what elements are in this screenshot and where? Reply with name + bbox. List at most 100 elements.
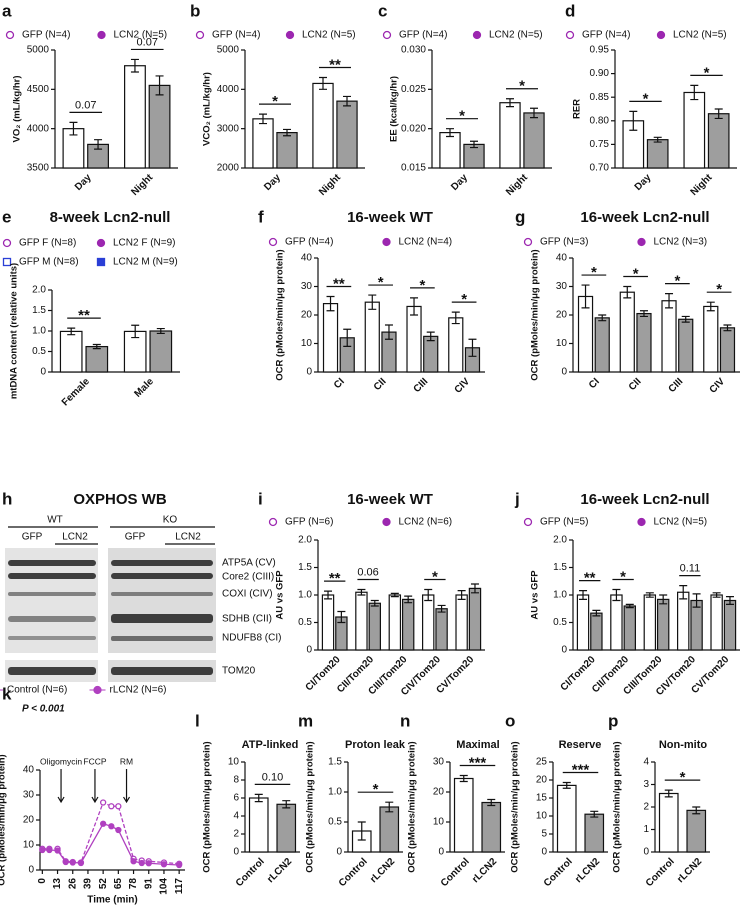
y-tick-label: 30 xyxy=(23,790,35,801)
x-tick-label: CI xyxy=(332,376,347,391)
bar xyxy=(321,594,335,651)
y-tick-label: 3 xyxy=(643,779,649,790)
error-bar xyxy=(664,789,673,798)
legend-label: GFP (N=6) xyxy=(285,517,333,528)
bar xyxy=(636,312,652,373)
x-tick-label: 65 xyxy=(113,878,124,890)
y-axis-label: VCO₂ (mL/kg/hr) xyxy=(202,72,213,146)
legend-label: LCN2 (N=5) xyxy=(114,30,168,41)
significance-label: * xyxy=(704,64,710,81)
panel: f 16-week WT GFP (N=4) LCN2 (N=4) 0 10 20 30 40 O… xyxy=(258,207,485,396)
y-tick-label: 0 xyxy=(40,367,46,378)
bar xyxy=(455,594,468,651)
bar xyxy=(149,330,173,373)
bar xyxy=(499,102,521,169)
marker xyxy=(160,861,168,868)
panel-letter: i xyxy=(258,489,263,508)
band-label: NDUFB8 (CI) xyxy=(222,633,281,644)
bar xyxy=(707,113,730,169)
y-tick-label: 0 xyxy=(306,645,312,656)
significance-label: * xyxy=(432,568,438,585)
y-tick-label: 40 xyxy=(556,253,568,264)
significance-label: * xyxy=(419,277,425,294)
error-bar xyxy=(470,140,478,149)
panel: p Non-mito 0 1 2 3 4 OCR (pMoles/min/μg protein… xyxy=(608,711,710,889)
y-tick-label: 0 xyxy=(561,645,567,656)
significance-label: 0.07 xyxy=(137,36,158,48)
panel-letter: f xyxy=(258,207,264,226)
panel-letter: o xyxy=(505,711,515,730)
y-axis-label: VO₂ (mL/kg/hr) xyxy=(12,75,23,142)
bar xyxy=(661,300,677,373)
band-label: ATP5A (CV) xyxy=(222,558,276,569)
y-tick-label: 0.5 xyxy=(328,817,342,828)
significance-label: * xyxy=(680,769,686,786)
error-bar xyxy=(714,108,723,120)
legend-label: LCN2 (N=4) xyxy=(399,237,453,248)
y-tick-label: 4 xyxy=(643,757,649,768)
error-bar xyxy=(283,128,291,137)
bar xyxy=(435,608,448,651)
significance-label: * xyxy=(620,568,626,585)
error-bar xyxy=(131,324,140,339)
significance-label: * xyxy=(643,90,649,107)
error-bar xyxy=(343,328,352,347)
annotation-arrow xyxy=(123,769,131,804)
legend-label: GFP (N=4) xyxy=(22,30,70,41)
marker xyxy=(523,517,533,527)
marker xyxy=(46,846,53,854)
y-tick-label: 0.030 xyxy=(401,45,426,56)
error-bar xyxy=(368,294,377,310)
y-tick-label: 0 xyxy=(28,865,34,876)
marker xyxy=(115,826,122,834)
error-bar xyxy=(681,315,690,323)
x-tick-label: 0 xyxy=(37,878,48,884)
y-tick-label: 0.025 xyxy=(401,84,426,95)
x-tick-label: Control xyxy=(542,856,575,889)
bar xyxy=(59,330,83,373)
legend-label: LCN2 M (N=9) xyxy=(113,257,178,268)
error-bar xyxy=(92,343,101,350)
y-axis-label: RER xyxy=(572,99,583,119)
y-tick-label: 8 xyxy=(233,775,239,786)
error-bar xyxy=(424,588,433,602)
marker xyxy=(93,685,102,695)
error-bar xyxy=(581,284,590,309)
bar xyxy=(523,112,545,169)
y-tick-label: 2 xyxy=(643,802,649,813)
bar xyxy=(422,594,435,651)
error-bar xyxy=(625,603,634,609)
marker xyxy=(108,823,115,830)
y-tick-label: 0.85 xyxy=(590,92,610,103)
marker xyxy=(285,30,295,40)
y-axis-label: OCR (pMoles/min/μg protein) xyxy=(530,249,541,380)
y-tick-label: 0.5 xyxy=(553,617,567,628)
marker xyxy=(637,237,646,247)
x-tick-label: CII xyxy=(627,376,644,393)
y-tick-label: 20 xyxy=(23,815,35,826)
panel: m Proton leak 0 0.5 1.0 1.5 OCR (pMoles/min/μg… xyxy=(298,711,406,889)
y-tick-label: 2000 xyxy=(217,163,240,174)
y-tick-label: 10 xyxy=(433,817,445,828)
y-tick-label: 1.0 xyxy=(32,326,46,337)
panel-letter: l xyxy=(195,711,200,730)
error-bar xyxy=(590,810,599,818)
error-bar xyxy=(370,599,379,607)
panel-letter: g xyxy=(515,207,525,226)
y-tick-label: 0.015 xyxy=(401,163,426,174)
panel: a GFP (N=4) LCN2 (N=5) 3500 4000 4500 5000 VO₂ … xyxy=(2,1,178,198)
y-tick-label: 2.0 xyxy=(298,535,312,546)
error-bar xyxy=(319,76,327,90)
x-tick-label: Night xyxy=(129,172,155,198)
bar xyxy=(690,599,703,651)
y-tick-label: 2 xyxy=(233,829,239,840)
y-tick-label: 0 xyxy=(336,847,342,858)
panel: d GFP (N=4) LCN2 (N=5) 0.70 0.75 0.80 0.85 0.90… xyxy=(565,1,737,198)
bar xyxy=(623,605,636,651)
x-tick-label: 13 xyxy=(52,878,63,890)
y-tick-label: 6 xyxy=(233,793,239,804)
bar xyxy=(677,591,690,651)
legend-label: Control (N=6) xyxy=(7,685,67,696)
significance-label: * xyxy=(272,93,278,110)
